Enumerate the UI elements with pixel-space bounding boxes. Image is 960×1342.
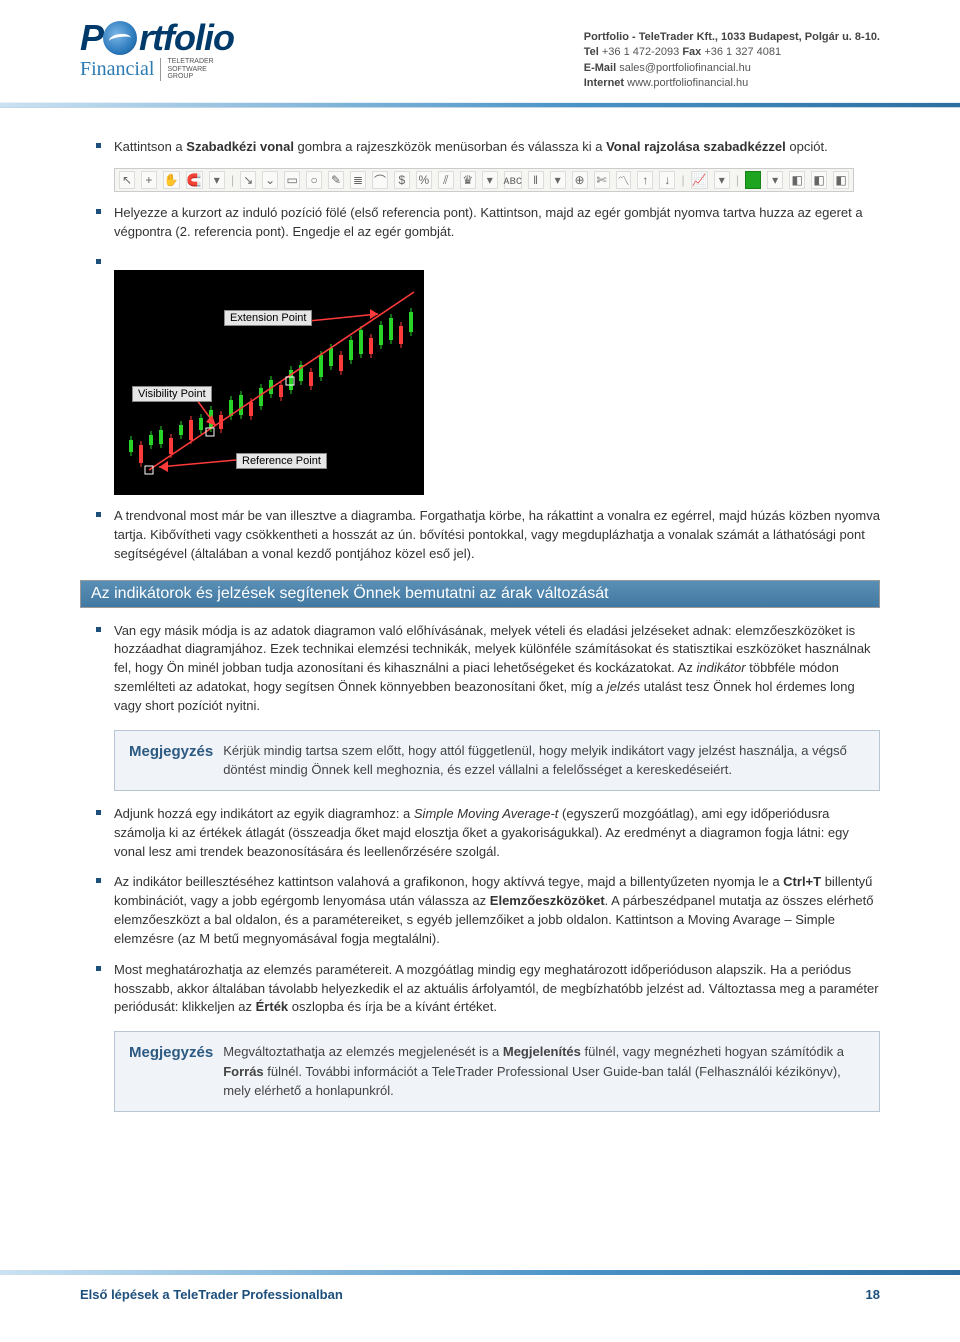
toolbar-icon: ↓ — [659, 171, 675, 189]
toolbar-icon: ↖ — [119, 171, 135, 189]
toolbar-icon: ↘ — [240, 171, 256, 189]
logo-swirl-icon — [103, 21, 137, 55]
toolbar-icon: ♛ — [460, 171, 476, 189]
logo-subtitle: Financial — [80, 58, 154, 81]
note-body: Kérjük mindig tartsa szem előtt, hogy at… — [223, 741, 865, 780]
footer-title: Első lépések a TeleTrader Professionalba… — [80, 1287, 343, 1302]
note-label: Megjegyzés — [129, 741, 213, 780]
note-body: Megváltoztathatja az elemzés megjelenésé… — [223, 1042, 865, 1101]
teletrader-tag: TELETRADER SOFTWARE GROUP — [160, 58, 213, 81]
note-label: Megjegyzés — [129, 1042, 213, 1101]
toolbar-icon: ▾ — [767, 171, 783, 189]
bullet-item: Van egy másik módja is az adatok diagram… — [96, 622, 880, 716]
note-box: Megjegyzés Megváltoztathatja az elemzés … — [114, 1031, 880, 1112]
toolbar-icon: ▾ — [482, 171, 498, 189]
chart-label-extension: Extension Point — [224, 310, 312, 326]
page-footer: Első lépések a TeleTrader Professionalba… — [0, 1270, 960, 1302]
bullet-item: Most meghatározhatja az elemzés paraméte… — [96, 961, 880, 1018]
footer-page-number: 18 — [866, 1287, 880, 1302]
toolbar-icon: ✎ — [328, 171, 344, 189]
chart-screenshot: Extension Point Visibility Point Referen… — [114, 270, 424, 495]
toolbar-icon: 🧲 — [186, 171, 203, 189]
toolbar-icon — [745, 171, 761, 189]
bullet-item: A trendvonal most már be van illesztve a… — [96, 507, 880, 564]
footer-divider — [0, 1270, 960, 1275]
toolbar-icon: 〽 — [616, 171, 632, 189]
chart-label-visibility: Visibility Point — [132, 386, 212, 402]
toolbar-icon: ○ — [306, 171, 322, 189]
toolbar-icon: ▾ — [714, 171, 730, 189]
toolbar-icon: | — [736, 171, 739, 189]
toolbar-icon: ‖ — [528, 171, 544, 189]
toolbar-icon: ↑ — [637, 171, 653, 189]
toolbar-icon: ◧ — [833, 171, 849, 189]
toolbar-icon: ≣ — [350, 171, 366, 189]
bullet-item: Az indikátor beillesztéséhez kattintson … — [96, 873, 880, 948]
main-content: Kattintson a Szabadkézi vonal gombra a r… — [80, 138, 880, 1112]
page-header: P rtfolio Financial TELETRADER SOFTWARE … — [80, 20, 880, 92]
toolbar-icon: $ — [394, 171, 410, 189]
toolbar-screenshot: ↖ + ✋ 🧲 ▾ | ↘ ⌄ ▭ ○ ✎ ≣ ⌒ $% ⫽ ♛ ▾ ᴀʙᴄ ‖ ▾ ⊕ ✄ 〽 ↑ ↓ | 📈 ▾ | ▾ ◧ ◧ ◧ — [114, 168, 854, 192]
logo-letter: P — [80, 20, 103, 56]
toolbar-icon: ⫽ — [438, 171, 454, 189]
bullet-item: Kattintson a Szabadkézi vonal gombra a r… — [96, 138, 880, 157]
contact-info: Portfolio - TeleTrader Kft., 1033 Budape… — [584, 30, 880, 92]
toolbar-icon: % — [416, 171, 432, 189]
toolbar-icon: 📈 — [691, 171, 708, 189]
section-heading: Az indikátorok és jelzések segítenek Önn… — [80, 580, 880, 608]
toolbar-icon: ✋ — [163, 171, 180, 189]
toolbar-icon: | — [231, 171, 234, 189]
toolbar-icon: ▭ — [284, 171, 300, 189]
toolbar-icon: + — [141, 171, 157, 189]
toolbar-icon: ⊕ — [572, 171, 588, 189]
logo: P rtfolio Financial TELETRADER SOFTWARE … — [80, 20, 234, 81]
toolbar-icon: | — [681, 171, 684, 189]
toolbar-icon: ▾ — [209, 171, 225, 189]
toolbar-icon: ▾ — [550, 171, 566, 189]
toolbar-icon: ◧ — [789, 171, 805, 189]
note-box: Megjegyzés Kérjük mindig tartsa szem elő… — [114, 730, 880, 791]
toolbar-icon: ᴀʙᴄ — [504, 171, 522, 189]
toolbar-icon: ⌒ — [372, 171, 388, 189]
logo-rest: rtfolio — [139, 20, 234, 56]
bullet-item-empty — [96, 254, 880, 258]
chart-label-reference: Reference Point — [236, 453, 327, 469]
header-divider — [0, 102, 960, 108]
bullet-item: Adjunk hozzá egy indikátort az egyik dia… — [96, 805, 880, 862]
bullet-item: Helyezze a kurzort az induló pozíció föl… — [96, 204, 880, 242]
toolbar-icon: ⌄ — [262, 171, 278, 189]
toolbar-icon: ◧ — [811, 171, 827, 189]
toolbar-icon: ✄ — [594, 171, 610, 189]
